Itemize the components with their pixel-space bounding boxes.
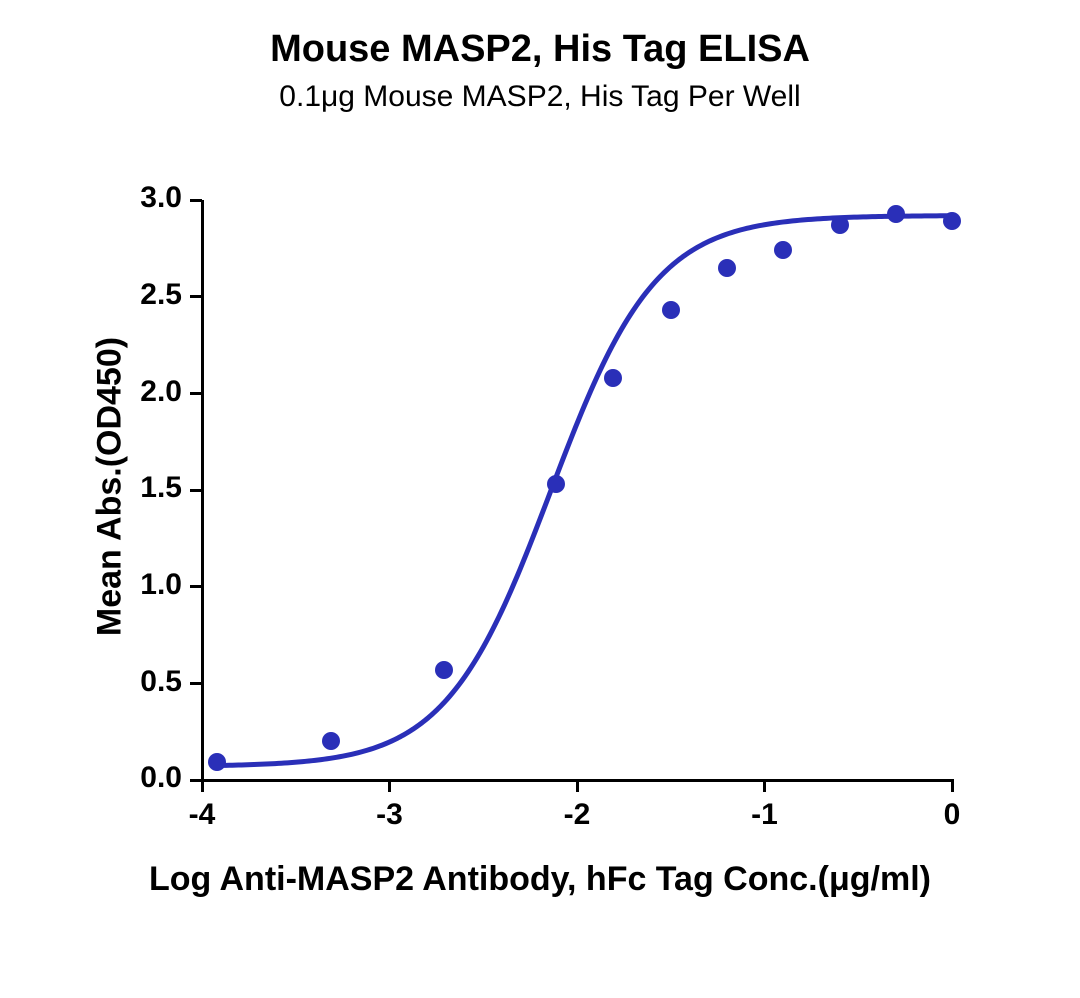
- fit-curve: [0, 0, 1080, 998]
- data-point: [774, 241, 792, 259]
- data-point: [322, 732, 340, 750]
- data-point: [718, 259, 736, 277]
- data-point: [943, 212, 961, 230]
- data-point: [662, 301, 680, 319]
- data-point: [547, 475, 565, 493]
- data-point: [604, 369, 622, 387]
- data-point: [208, 753, 226, 771]
- data-point: [831, 216, 849, 234]
- data-point: [887, 205, 905, 223]
- chart-container: Mouse MASP2, His Tag ELISA 0.1μg Mouse M…: [0, 0, 1080, 998]
- data-point: [435, 661, 453, 679]
